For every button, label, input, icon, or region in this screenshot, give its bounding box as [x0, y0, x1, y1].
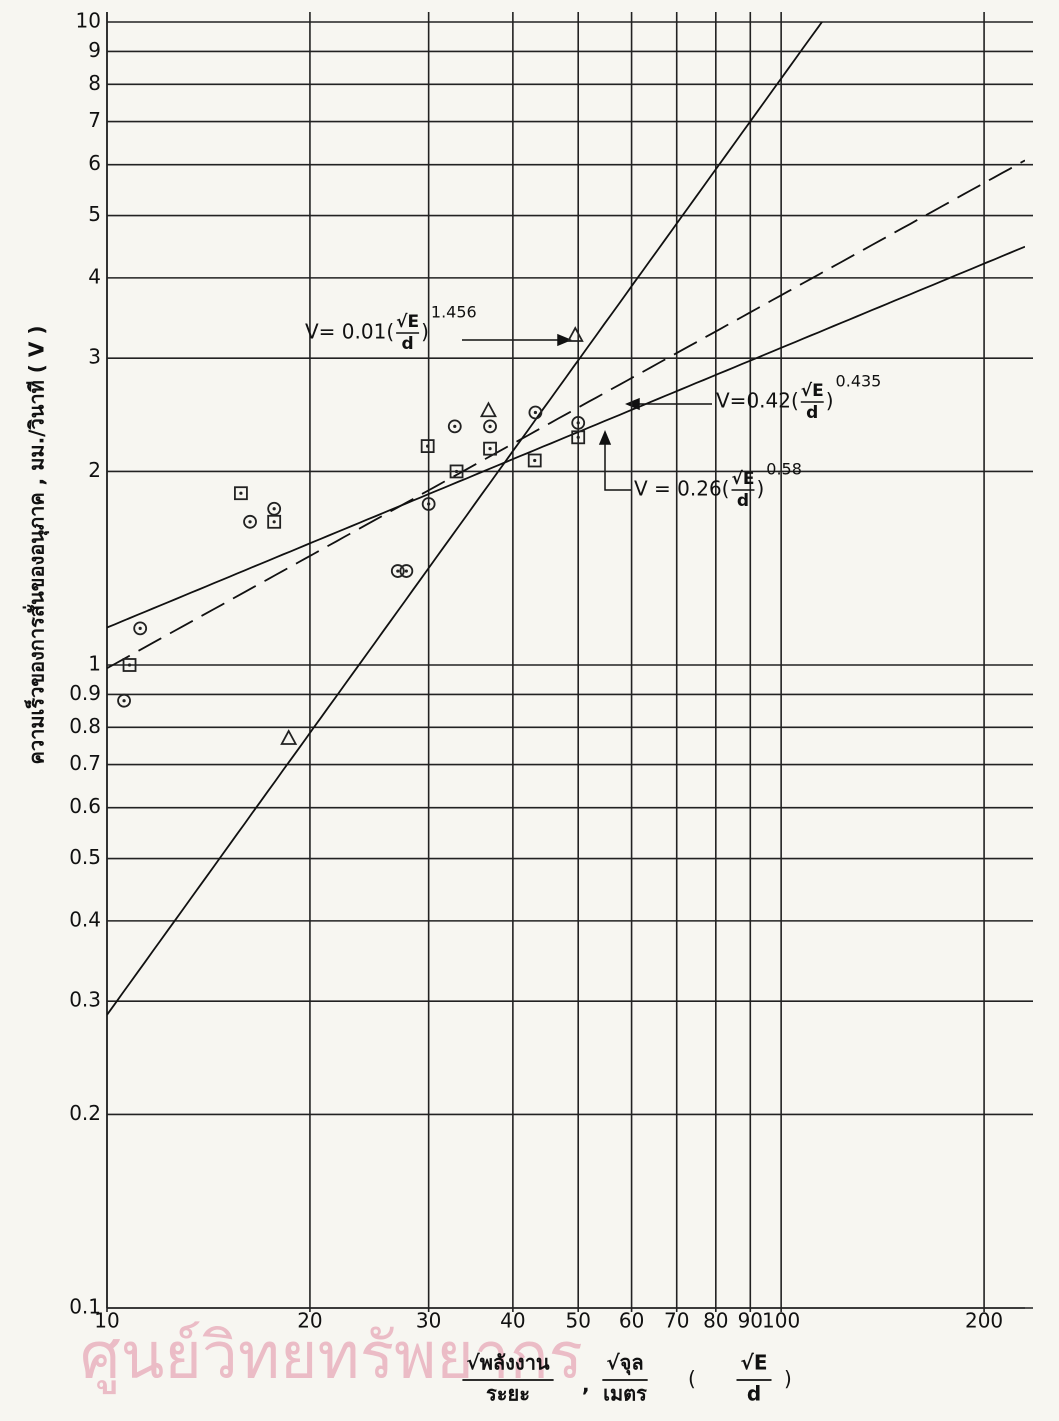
y-tick-label: 9 — [88, 38, 101, 62]
x-tick-label: 20 — [297, 1309, 322, 1333]
point-dot — [405, 569, 408, 572]
y-tick-label: 0.6 — [69, 794, 101, 818]
x-tick-label: 50 — [565, 1309, 590, 1333]
point-dot — [396, 569, 399, 572]
fit-label: ) — [421, 320, 429, 344]
point-dot — [577, 436, 580, 439]
point-dot — [248, 520, 251, 523]
point — [484, 443, 496, 455]
x-tick-label: 40 — [500, 1309, 525, 1333]
fit-label: V= 0.01( — [305, 320, 394, 344]
fit-label: V = 0.26( — [634, 477, 730, 501]
point — [449, 420, 461, 432]
x-tick-label: 30 — [416, 1309, 441, 1333]
point — [235, 487, 247, 499]
page: {"chart_data": { "type": "scatter", "log… — [0, 0, 1059, 1421]
y-tick-label: 0.5 — [69, 845, 101, 869]
point-dot — [453, 425, 456, 428]
point-dot — [534, 411, 537, 414]
fit-label-exp: 0.435 — [836, 372, 882, 391]
fit-label-num: √E — [801, 381, 824, 401]
x-tick-label: 60 — [619, 1309, 644, 1333]
point-dot — [128, 663, 131, 666]
point-dot — [239, 492, 242, 495]
y-tick-label: 4 — [88, 264, 101, 288]
point-dot — [427, 502, 430, 505]
point-dot — [139, 627, 142, 630]
x-axis-label-den: ระยะ — [486, 1382, 530, 1406]
point-dot — [488, 425, 491, 428]
point — [118, 695, 130, 707]
point — [400, 565, 412, 577]
point-dot — [455, 470, 458, 473]
y-tick-label: 10 — [76, 9, 101, 33]
point-dot — [122, 699, 125, 702]
point-shape — [568, 328, 582, 341]
y-tick-label: 0.4 — [69, 907, 101, 931]
point-dot — [488, 447, 491, 450]
point-dot — [577, 421, 580, 424]
plot-area — [107, 0, 1025, 1015]
fit-label-den: d — [402, 334, 414, 354]
point-dot — [273, 520, 276, 523]
y-tick-label: 0.9 — [69, 681, 101, 705]
x-tick-label: 70 — [664, 1309, 689, 1333]
point — [529, 454, 541, 466]
point-dot — [426, 444, 429, 447]
x-tick-label: 200 — [965, 1309, 1003, 1333]
y-tick-label: 0.8 — [69, 714, 101, 738]
fit-label: ) — [756, 477, 764, 501]
y-tick-label: 0.2 — [69, 1101, 101, 1125]
point — [568, 328, 582, 341]
fit-label-num: √E — [732, 469, 755, 489]
point — [481, 403, 495, 416]
chart: ศูนย์วิทยทรัพยากร 0.10.20.30.40.50.60.70… — [0, 0, 1059, 1421]
point — [484, 420, 496, 432]
point — [268, 516, 280, 528]
fit-label: ) — [826, 389, 834, 413]
y-tick-label: 0.7 — [69, 751, 101, 775]
y-tick-label: 2 — [88, 458, 101, 482]
x-axis-label-den: เมตร — [603, 1382, 647, 1406]
paren: ) — [784, 1367, 792, 1391]
fit-label: V=0.42( — [716, 389, 799, 413]
fit-line — [107, 0, 1025, 1015]
fit-label-exp: 0.58 — [766, 460, 802, 479]
x-axis-label-num: √จุล — [606, 1351, 643, 1376]
y-tick-label: 6 — [88, 151, 101, 175]
fit-label-den: d — [737, 491, 749, 511]
y-tick-label: 5 — [88, 202, 101, 226]
point — [244, 516, 256, 528]
point — [282, 731, 296, 744]
fit-line — [107, 160, 1025, 668]
x-axis-label-num: √E — [740, 1351, 767, 1375]
fit-line — [107, 247, 1025, 628]
x-axis-label-num: √พลังงาน — [466, 1351, 550, 1375]
point — [422, 440, 434, 452]
point — [268, 503, 280, 515]
y-axis-label: ความเร็วของการสั่นของอนุภาค , มม./วินาที… — [22, 326, 50, 765]
x-tick-label: 100 — [762, 1309, 800, 1333]
point-shape — [481, 403, 495, 416]
point-dot — [273, 507, 276, 510]
point-shape — [282, 731, 296, 744]
x-tick-label: 80 — [703, 1309, 728, 1333]
y-tick-label: 3 — [88, 345, 101, 369]
y-tick-label: 7 — [88, 108, 101, 132]
fit-label-num: √E — [396, 312, 419, 332]
x-axis-label-sep: , — [582, 1373, 590, 1397]
point — [134, 622, 146, 634]
x-axis-label-den: d — [747, 1382, 761, 1406]
x-tick-label: 90 — [738, 1309, 763, 1333]
y-tick-label: 8 — [88, 71, 101, 95]
paren: ( — [688, 1367, 696, 1391]
fit-label-exp: 1.456 — [431, 303, 477, 322]
y-tick-label: 0.3 — [69, 988, 101, 1012]
fit-label-den: d — [806, 403, 818, 423]
y-tick-label: 1 — [88, 652, 101, 676]
x-tick-label: 10 — [94, 1309, 119, 1333]
point-dot — [533, 459, 536, 462]
